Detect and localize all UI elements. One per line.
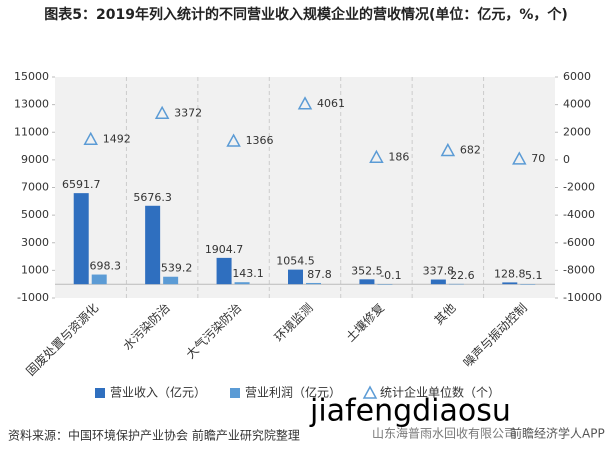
y-tick-label: 1000 <box>21 263 49 276</box>
y-tick-label: 11000 <box>14 125 49 138</box>
bar <box>91 274 107 285</box>
legend-marker <box>95 388 105 398</box>
triangle-marker <box>154 105 170 120</box>
y-tick-label: 15000 <box>14 70 49 83</box>
y2-tick-label: -6000 <box>563 236 595 249</box>
legend-label: 营业收入（亿元） <box>110 385 206 400</box>
data-label: 5676.3 <box>133 191 172 204</box>
bar <box>430 279 446 285</box>
data-label: 6591.7 <box>62 178 101 191</box>
data-label: 5.1 <box>525 269 543 282</box>
bar <box>377 284 393 285</box>
triangle-marker <box>369 149 384 164</box>
bar <box>234 282 250 285</box>
data-label: 352.5 <box>351 264 383 277</box>
data-label: 1904.7 <box>205 243 244 256</box>
bar <box>520 284 536 285</box>
y-tick-label: 3000 <box>21 236 49 249</box>
chart-title: 图表5：2019年列入统计的不同营业收入规模企业的营收情况(单位：亿元，%，个) <box>44 7 568 23</box>
triangle-marker <box>83 131 98 146</box>
bar <box>448 283 464 285</box>
triangle-marker <box>512 151 527 165</box>
plot-area <box>55 77 555 298</box>
x-tick-label: 土壤修复 <box>342 300 387 345</box>
bar <box>306 282 321 285</box>
y2-tick-label: 2000 <box>563 125 591 138</box>
y2-tick-label: -4000 <box>563 208 595 221</box>
x-tick-label: 其他 <box>432 301 459 328</box>
bar <box>359 279 375 285</box>
data-label: 4061 <box>317 97 345 110</box>
data-label: 337.8 <box>423 265 455 278</box>
triangle-marker <box>297 96 313 110</box>
y-tick-label: 13000 <box>14 98 49 111</box>
y2-tick-label: -8000 <box>563 263 595 276</box>
y2-tick-label: 0 <box>563 153 570 166</box>
data-label: 70 <box>531 152 545 165</box>
watermark: 山东海普雨水回收有限公司 <box>372 426 516 441</box>
data-label: 698.3 <box>89 260 121 273</box>
y-tick-label: 7000 <box>21 181 49 194</box>
watermark: jiafengdiaosu <box>309 394 511 429</box>
bar <box>216 257 232 285</box>
bar <box>163 276 179 285</box>
bar <box>288 269 303 285</box>
x-tick-label: 噪声与振动控制 <box>461 301 530 370</box>
data-label: 87.8 <box>307 268 332 281</box>
x-tick-label: 水污染防治 <box>120 300 173 353</box>
x-tick-label: 固废处置与资源化 <box>23 300 101 378</box>
legend-marker <box>362 385 378 399</box>
legend-label: 统计企业单位数（个） <box>380 385 500 400</box>
legend-label: 营业利润（亿元） <box>245 385 341 400</box>
data-label: 3372 <box>174 106 202 119</box>
triangle-marker <box>440 142 456 157</box>
source: 资料来源：中国环境保护产业协会 前瞻产业研究院整理 <box>8 428 300 443</box>
data-label: 1492 <box>103 132 131 145</box>
x-tick-label: 环境监测 <box>271 300 316 345</box>
data-label: 128.8 <box>494 267 526 280</box>
triangle-marker <box>226 133 241 147</box>
x-tick-label: 大气污染防治 <box>183 300 245 362</box>
y2-tick-label: 6000 <box>563 70 591 83</box>
y-tick-label: 9000 <box>21 153 49 166</box>
bar <box>73 193 89 285</box>
y-tick-label: -1000 <box>17 291 49 304</box>
data-label: 143.1 <box>232 267 264 280</box>
data-label: 22.6 <box>450 269 475 282</box>
y-tick-label: 5000 <box>21 208 49 221</box>
data-label: -0.1 <box>380 269 401 282</box>
data-label: 539.2 <box>161 262 193 275</box>
data-label: 1366 <box>246 134 274 147</box>
bar <box>502 282 518 285</box>
bar <box>145 205 161 285</box>
data-label: 682 <box>460 143 481 156</box>
y2-tick-label: -10000 <box>563 291 602 304</box>
legend-marker <box>230 388 240 398</box>
data-label: 1054.5 <box>276 255 315 268</box>
y2-tick-label: 4000 <box>563 98 591 111</box>
y2-tick-label: -2000 <box>563 181 595 194</box>
data-label: 186 <box>388 150 409 163</box>
watermark: 前瞻经济学人APP <box>510 426 605 441</box>
